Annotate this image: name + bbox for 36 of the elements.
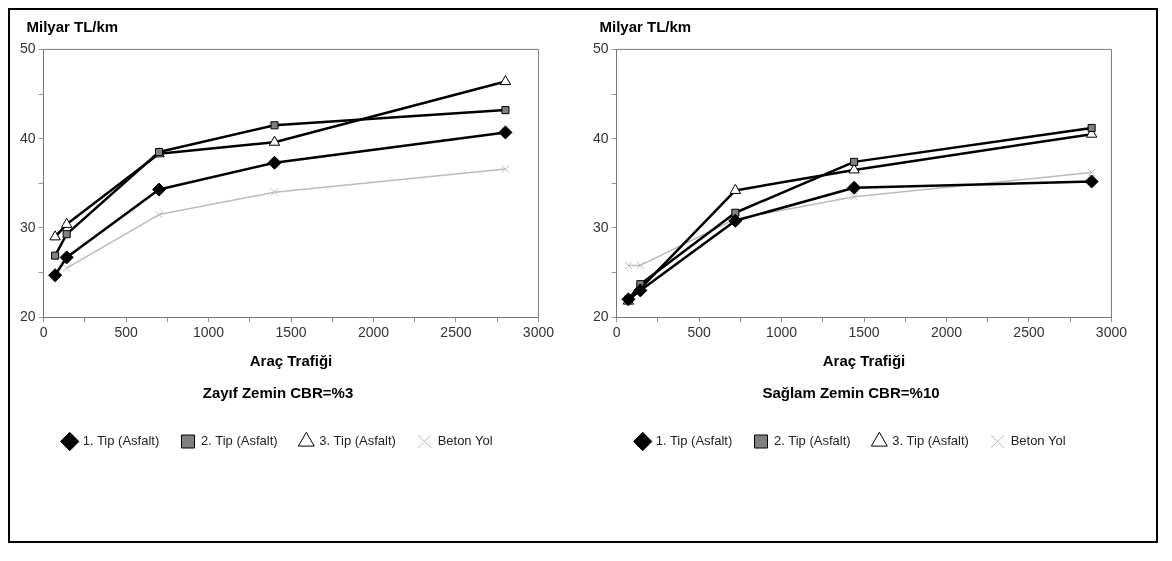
legend-label: 3. Tip (Asfalt) — [318, 433, 396, 449]
y-tick-label: 30 — [592, 218, 609, 235]
x-tick-label: 2000 — [357, 324, 389, 341]
legend-label: 2. Tip (Asfalt) — [773, 433, 851, 449]
x-tick-label: 2500 — [1012, 324, 1045, 341]
x-tick-label: 1500 — [847, 324, 880, 341]
legend-label: 1. Tip (Asfalt) — [655, 433, 732, 449]
legend-label: 3. Tip (Asfalt) — [891, 433, 969, 449]
x-tick-label: 2500 — [439, 324, 472, 341]
x-tick-label: 0 — [39, 324, 48, 341]
y-tick-label: 20 — [592, 308, 609, 325]
x-tick-label: 1000 — [192, 324, 224, 341]
y-tick-label: 20 — [19, 308, 36, 325]
y-tick-label: 30 — [19, 218, 36, 235]
x-axis-title: Araç Trafiği — [822, 352, 905, 370]
text: Sağlam Zemin CBR=%10 — [761, 384, 940, 402]
legend-label: Beton Yol — [1010, 433, 1066, 449]
y-tick-label: 40 — [592, 129, 609, 146]
x-tick-label: 1500 — [274, 324, 307, 341]
x-tick-label: 500 — [686, 324, 711, 341]
legend-label: Beton Yol — [437, 433, 493, 449]
y-tick-label: 50 — [592, 40, 609, 57]
legend-label: 2. Tip (Asfalt) — [200, 433, 278, 449]
x-tick-label: 0 — [612, 324, 621, 341]
y-axis-title: Milyar TL/km — [599, 18, 693, 37]
x-tick-label: 3000 — [1095, 324, 1127, 341]
y-tick-label: 50 — [19, 40, 36, 57]
y-axis-title: Milyar TL/km — [26, 18, 120, 37]
legend-label: 1. Tip (Asfalt) — [82, 433, 159, 449]
x-tick-label: 500 — [113, 324, 138, 341]
text: Zayıf Zemin CBR=%3 — [202, 384, 353, 402]
y-tick-label: 40 — [19, 129, 36, 146]
x-axis-title: Araç Trafiği — [249, 352, 332, 370]
x-tick-label: 2000 — [930, 324, 962, 341]
x-tick-label: 3000 — [522, 324, 554, 341]
x-tick-label: 1000 — [765, 324, 797, 341]
